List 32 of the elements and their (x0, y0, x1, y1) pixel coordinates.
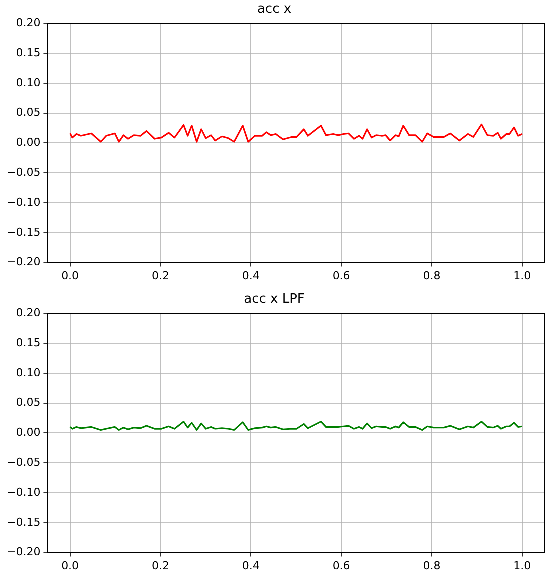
y-tick-label: 0.15 (16, 336, 41, 350)
x-tick-label: 1.0 (514, 559, 532, 572)
x-tick-label: 0.8 (423, 269, 441, 282)
y-tick-label: 0.20 (16, 16, 41, 30)
x-tick-label: 0.4 (242, 559, 260, 572)
y-tick-label: 0.05 (16, 106, 41, 120)
y-tick-label: 0.10 (16, 76, 41, 90)
x-tick-label: 0.4 (242, 269, 260, 282)
y-tick-label: −0.15 (6, 226, 41, 239)
y-tick-label: 0.00 (16, 136, 41, 150)
x-tick-label: 0.8 (423, 559, 441, 572)
y-tick-label: −0.10 (6, 196, 41, 209)
y-tick-label: 0.05 (16, 396, 41, 410)
chart-title: acc x LPF (244, 292, 305, 308)
y-tick-label: 0.10 (16, 366, 41, 380)
y-tick-label: −0.05 (6, 166, 41, 179)
x-tick-label: 0.2 (152, 269, 170, 282)
x-tick-label: 0.0 (62, 559, 80, 572)
y-tick-label: −0.20 (6, 256, 41, 269)
y-tick-label: −0.10 (6, 486, 41, 499)
y-tick-label: 0.20 (16, 306, 41, 320)
y-tick-label: −0.05 (6, 456, 41, 469)
y-tick-label: −0.15 (6, 516, 41, 529)
y-tick-label: 0.15 (16, 46, 41, 60)
x-tick-label: 1.0 (514, 269, 532, 282)
x-tick-label: 0.2 (152, 559, 170, 572)
x-tick-label: 0.6 (332, 559, 350, 572)
y-tick-label: −0.20 (6, 546, 41, 559)
x-tick-label: 0.6 (332, 269, 350, 282)
x-tick-label: 0.0 (62, 269, 80, 282)
chart-title: acc x (257, 2, 292, 18)
y-tick-label: 0.00 (16, 426, 41, 440)
